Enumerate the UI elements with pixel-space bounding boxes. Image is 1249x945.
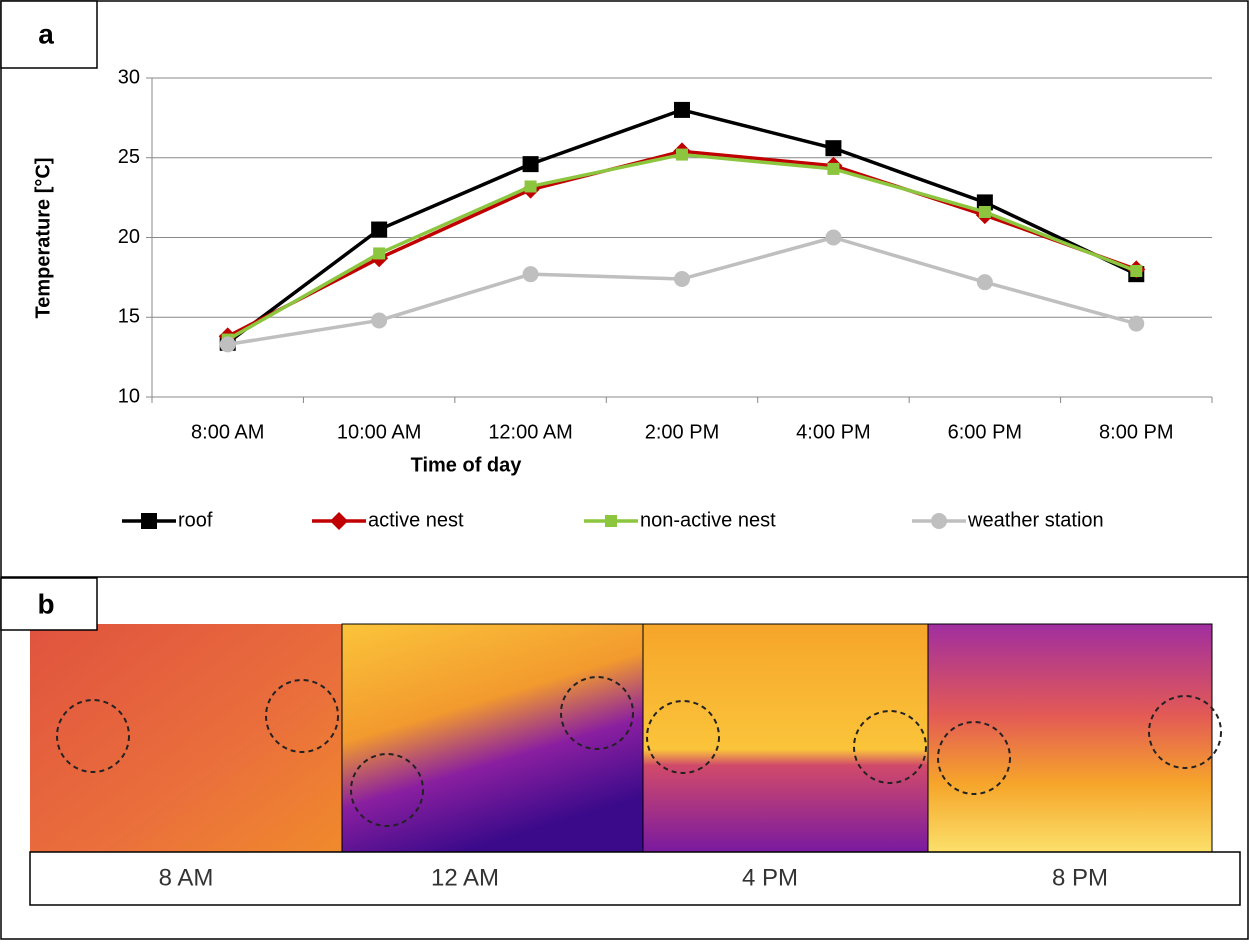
thermal-images bbox=[30, 623, 1222, 853]
thermal-image bbox=[642, 623, 929, 853]
x-tick-label: 8:00 PM bbox=[1099, 421, 1173, 443]
x-tick-label: 2:00 PM bbox=[645, 421, 719, 443]
nest-circle bbox=[937, 721, 1011, 795]
panel-label-box bbox=[0, 577, 98, 631]
panel-label: a bbox=[38, 18, 54, 49]
image-caption: 8 PM bbox=[1052, 864, 1108, 891]
x-tick-label: 10:00 AM bbox=[337, 421, 422, 443]
legend-label: weather station bbox=[967, 509, 1104, 531]
caption-box bbox=[29, 851, 1241, 906]
series-line bbox=[226, 152, 1137, 342]
marker bbox=[976, 274, 993, 291]
thermal-image bbox=[927, 623, 1213, 853]
nest-circle bbox=[1148, 695, 1222, 769]
panel-label-box bbox=[0, 0, 98, 69]
marker bbox=[978, 205, 991, 218]
y-tick-label: 15 bbox=[118, 306, 140, 328]
marker bbox=[219, 336, 236, 353]
marker bbox=[676, 148, 688, 161]
series-line bbox=[227, 235, 1137, 347]
marker bbox=[522, 266, 539, 283]
series-line bbox=[226, 149, 1137, 338]
x-axis-title: Time of day bbox=[411, 454, 523, 476]
legend-label: non-active nest bbox=[640, 509, 776, 531]
nest-circle bbox=[646, 700, 720, 774]
marker bbox=[605, 515, 617, 527]
marker bbox=[827, 162, 840, 175]
x-tick-label: 6:00 PM bbox=[948, 421, 1022, 443]
image-caption: 8 AM bbox=[159, 864, 214, 891]
legend-label: active nest bbox=[368, 509, 464, 531]
marker bbox=[674, 101, 690, 118]
nest-circle bbox=[853, 710, 927, 784]
nest-circle bbox=[560, 676, 634, 750]
marker bbox=[825, 229, 842, 246]
y-tick-label: 25 bbox=[118, 146, 140, 168]
thermal-image bbox=[341, 623, 644, 853]
marker bbox=[371, 312, 388, 329]
x-tick-label: 8:00 AM bbox=[191, 421, 264, 443]
legend-item: weather station bbox=[912, 509, 1104, 531]
marker bbox=[674, 270, 690, 287]
marker bbox=[522, 156, 539, 173]
image-caption: 4 PM bbox=[742, 864, 798, 891]
thermal-image bbox=[30, 624, 342, 852]
marker bbox=[330, 512, 348, 530]
marker bbox=[373, 247, 386, 260]
marker bbox=[524, 180, 537, 193]
legend-label: roof bbox=[178, 509, 213, 531]
y-axis-title: Temperature [°C] bbox=[32, 158, 54, 319]
x-tick-label: 12:00 AM bbox=[488, 421, 573, 443]
y-tick-label: 20 bbox=[118, 226, 140, 248]
marker bbox=[825, 140, 842, 157]
marker bbox=[1130, 264, 1143, 277]
nest-circle bbox=[265, 679, 339, 753]
nest-circle bbox=[56, 699, 130, 773]
legend-item: roof bbox=[122, 509, 213, 531]
series bbox=[221, 148, 1143, 346]
marker bbox=[141, 513, 157, 529]
marker bbox=[1128, 315, 1145, 332]
panel-label: b bbox=[37, 588, 54, 619]
legend-item: non-active nest bbox=[584, 509, 776, 531]
series bbox=[219, 101, 1145, 351]
image-caption: 12 AM bbox=[431, 864, 499, 891]
series bbox=[219, 229, 1145, 353]
nest-circle bbox=[350, 753, 424, 827]
legend-item: active nest bbox=[312, 509, 464, 531]
marker bbox=[931, 513, 947, 529]
x-tick-label: 4:00 PM bbox=[796, 421, 870, 443]
y-tick-label: 30 bbox=[118, 66, 140, 88]
y-tick-label: 10 bbox=[118, 385, 140, 407]
marker bbox=[371, 221, 388, 238]
